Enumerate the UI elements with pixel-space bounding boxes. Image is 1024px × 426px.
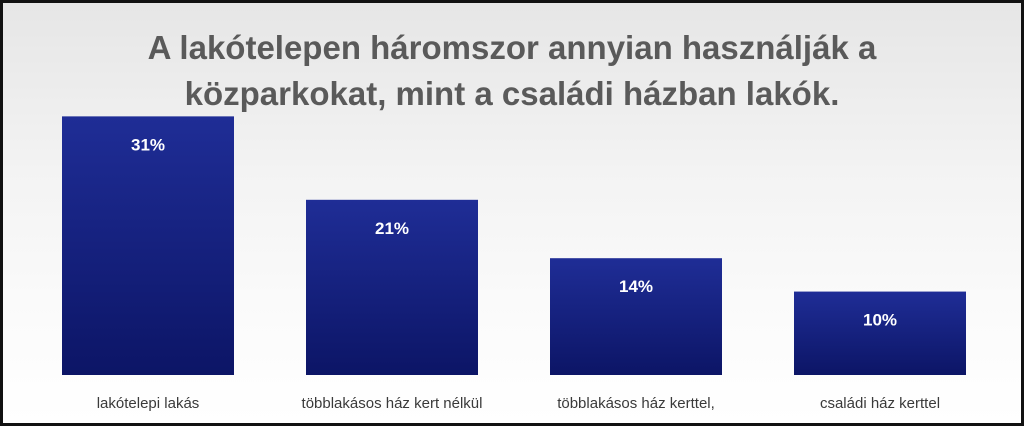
chart-title: A lakótelepen háromszor annyian használj… — [3, 25, 1021, 117]
category-labels-group: lakótelepi lakás többlakásos ház kert nél… — [97, 395, 940, 412]
bar-chart: 31% 21% 14% 10% lakótelepi lakás többlakásos… — [62, 116, 966, 412]
chart-title-line-1: A lakótelepen háromszor annyian használj… — [147, 29, 877, 66]
category-label-4: családi ház kerttel — [820, 395, 940, 412]
bar-value-label-4: 10% — [863, 311, 897, 330]
bar-value-label-3: 14% — [619, 277, 653, 296]
bar-1 — [62, 116, 234, 375]
bar-3 — [550, 258, 722, 375]
bars-group: 31% 21% 14% 10% — [62, 116, 966, 375]
category-label-1: lakótelepi lakás — [97, 395, 200, 412]
category-label-2: többlakásos ház kert nélkül — [302, 395, 483, 412]
category-label-3: többlakásos ház kerttel, — [557, 395, 715, 412]
chart-title-line-2: közparkokat, mint a családi házban lakók… — [184, 75, 840, 112]
bar-2 — [306, 199, 478, 375]
bar-4 — [794, 291, 966, 375]
bar-value-label-2: 21% — [375, 219, 409, 238]
bar-value-label-1: 31% — [131, 135, 165, 154]
